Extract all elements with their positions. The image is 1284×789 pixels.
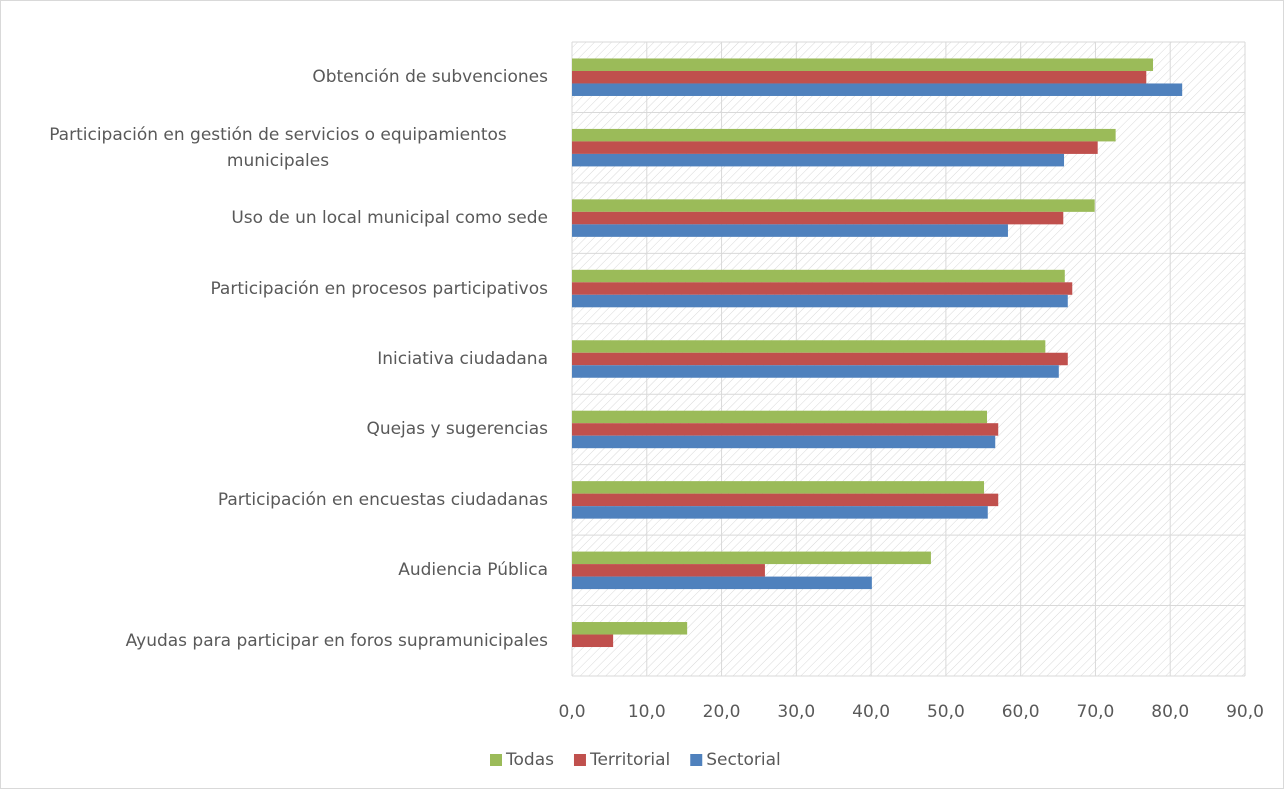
x-tick-label: 70,0 <box>1077 702 1115 722</box>
bar <box>572 294 1068 308</box>
x-tick-label: 20,0 <box>703 702 741 722</box>
bar <box>572 199 1095 212</box>
y-tick-label-box: Quejas y sugerencias <box>8 394 548 464</box>
x-tick-label: 30,0 <box>777 702 815 722</box>
y-tick-label-box: Participación en gestión de servicios o … <box>8 112 548 182</box>
y-tick-label-box: Uso de un local municipal como sede <box>8 183 548 253</box>
y-tick-label: Obtención de subvenciones <box>312 67 548 88</box>
y-tick-label: Participación en encuestas ciudadanas <box>217 489 548 510</box>
bar <box>572 153 1065 167</box>
bar <box>572 70 1147 84</box>
bar <box>572 564 765 577</box>
y-tick-label: Uso de un local municipal como sede <box>231 208 548 229</box>
bar <box>572 282 1073 295</box>
legend-label: Todas <box>505 750 554 770</box>
y-tick-label: Iniciativa ciudadana <box>377 348 548 369</box>
y-tick-label: Quejas y sugerencias <box>366 419 548 440</box>
x-tick-label: 50,0 <box>927 702 965 722</box>
legend-swatch <box>573 754 586 766</box>
bar <box>572 435 996 449</box>
bar <box>572 551 931 565</box>
bar <box>572 128 1116 142</box>
x-tick-label: 90,0 <box>1226 702 1264 722</box>
legend-swatch <box>490 754 502 766</box>
y-tick-label: Participación en procesos participativos <box>210 278 548 299</box>
bar <box>572 365 1059 378</box>
bar <box>572 634 614 648</box>
x-tick-label: 10,0 <box>628 702 666 722</box>
y-tick-label-box: Participación en encuestas ciudadanas <box>8 465 548 535</box>
bar <box>572 493 999 507</box>
bar <box>572 83 1183 96</box>
y-tick-label-box: Participación en procesos participativos <box>8 253 548 323</box>
x-tick-label: 0,0 <box>558 702 585 722</box>
y-tick-label-box: Audiencia Pública <box>8 535 548 605</box>
bar <box>572 141 1098 154</box>
bar <box>572 58 1154 71</box>
y-tick-label: Audiencia Pública <box>398 560 548 581</box>
y-tick-label-box: Ayudas para participar en foros supramun… <box>8 606 548 676</box>
bar <box>572 224 1008 237</box>
bar <box>572 576 872 590</box>
x-tick-label: 40,0 <box>852 702 890 722</box>
legend-swatch <box>690 754 703 766</box>
y-tick-label: Ayudas para participar en foros supramun… <box>125 630 548 651</box>
bar <box>572 622 688 635</box>
bar <box>572 410 988 424</box>
bar <box>572 211 1064 225</box>
y-tick-label: Participación en gestión de servicios o … <box>49 124 507 171</box>
x-tick-label: 80,0 <box>1151 702 1189 722</box>
bar <box>572 269 1065 283</box>
x-tick-label: 60,0 <box>1002 702 1040 722</box>
y-tick-label-box: Iniciativa ciudadana <box>8 324 548 394</box>
bar <box>572 506 988 519</box>
bar <box>572 481 985 494</box>
y-tick-label-box: Obtención de subvenciones <box>8 42 548 112</box>
legend-label: Sectorial <box>706 750 781 770</box>
bar <box>572 340 1046 353</box>
bar <box>572 352 1068 366</box>
legend-label: Territorial <box>589 750 670 770</box>
bar <box>572 423 999 436</box>
